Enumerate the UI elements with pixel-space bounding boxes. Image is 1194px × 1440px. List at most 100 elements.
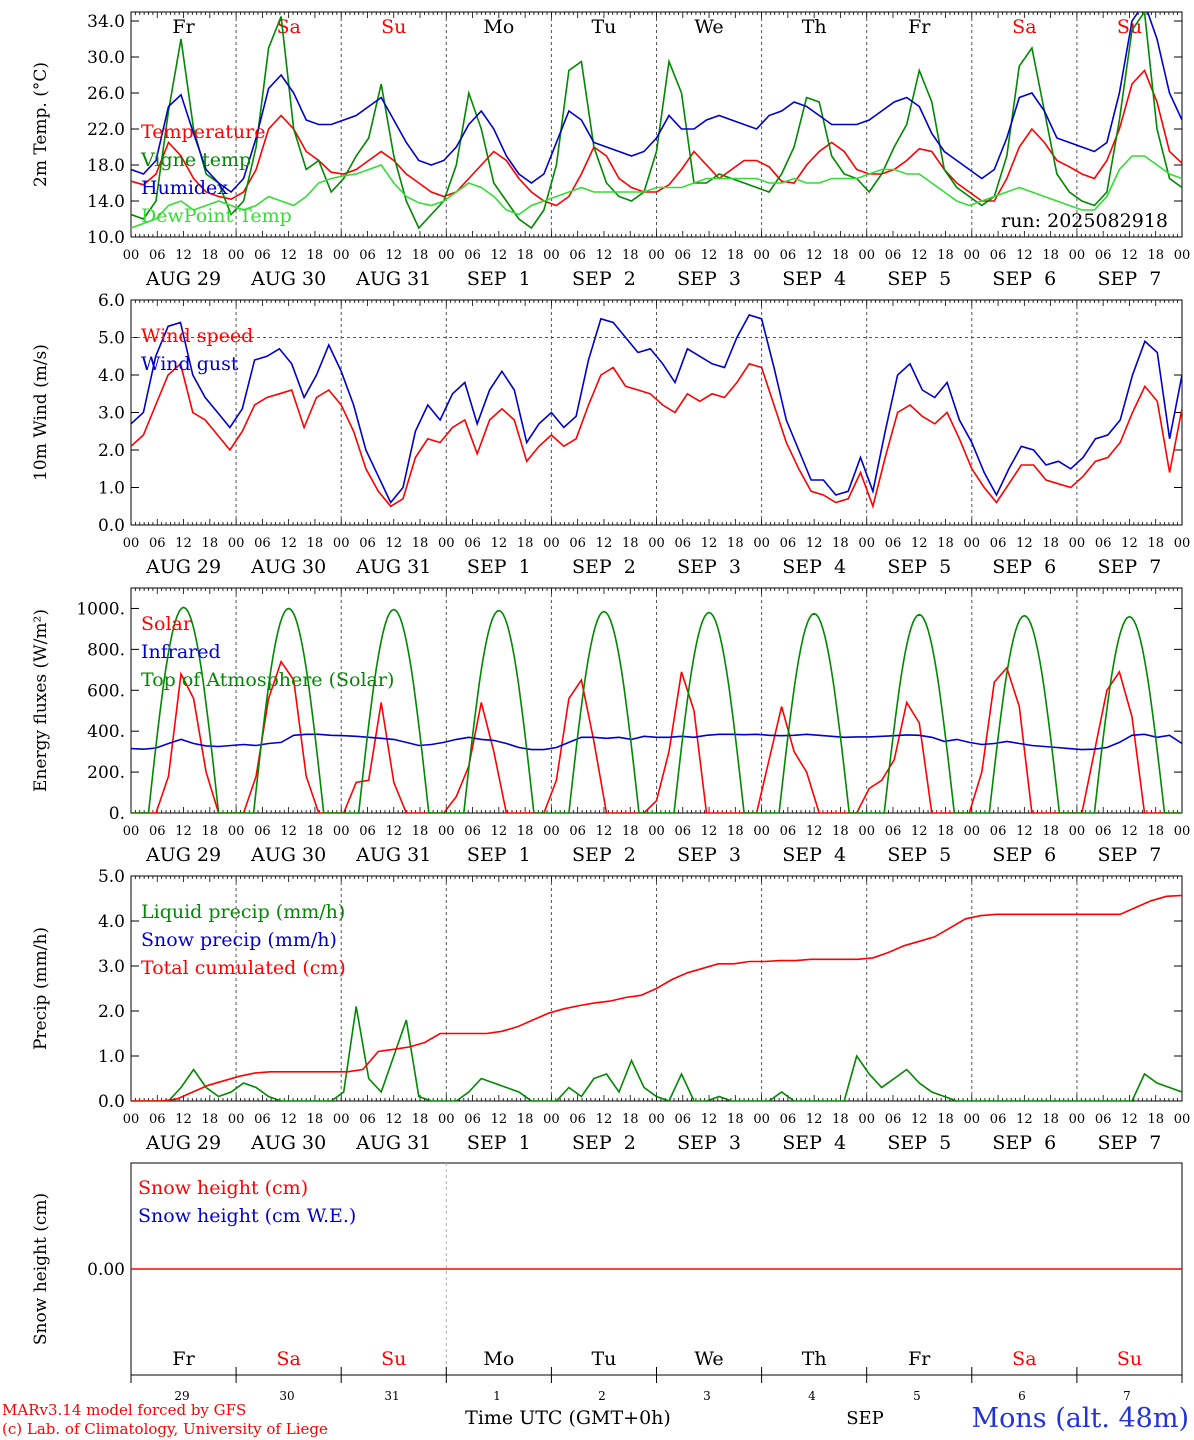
hour-label: 18: [937, 248, 954, 263]
month-label: SEP: [846, 1408, 884, 1429]
day-name: Sa: [276, 1348, 300, 1370]
hour-label: 12: [596, 536, 613, 551]
hour-label: 06: [780, 536, 797, 551]
y-tick-label: 1000.: [76, 599, 125, 619]
date-label: SEP 3: [677, 1132, 741, 1154]
hour-label: 18: [202, 248, 219, 263]
y-tick-label: 30.0: [87, 48, 125, 68]
hour-label: 06: [885, 248, 902, 263]
hour-label: 06: [675, 824, 692, 839]
hour-label: 12: [596, 248, 613, 263]
day-number: 30: [279, 1389, 294, 1403]
hour-label: 12: [806, 248, 823, 263]
hour-label: 06: [359, 824, 376, 839]
hour-label: 00: [648, 824, 665, 839]
date-label: AUG 31: [355, 268, 431, 290]
hour-label: 00: [543, 248, 560, 263]
hour-label: 06: [149, 248, 166, 263]
hour-label: 06: [149, 824, 166, 839]
hour-label: 12: [1016, 536, 1033, 551]
hour-label: 00: [1174, 536, 1191, 551]
run-label: run: 2025082918: [1001, 210, 1168, 232]
hour-label: 06: [254, 824, 271, 839]
hour-label: 00: [333, 1112, 350, 1127]
day-name: Sa: [1012, 1348, 1036, 1370]
y-tick-label: 1.0: [98, 479, 125, 499]
hour-label: 06: [1095, 536, 1112, 551]
hour-label: 06: [990, 248, 1007, 263]
hour-label: 12: [911, 248, 928, 263]
hour-label: 00: [1174, 1112, 1191, 1127]
date-label: SEP 3: [677, 268, 741, 290]
hour-label: 06: [1095, 824, 1112, 839]
hour-label: 18: [937, 1112, 954, 1127]
hour-label: 06: [885, 536, 902, 551]
hour-label: 06: [464, 536, 481, 551]
hour-label: 00: [858, 536, 875, 551]
day-name: Mo: [483, 1348, 514, 1370]
series-line: [131, 894, 1182, 1101]
hour-label: 12: [1121, 824, 1138, 839]
hour-label: 18: [832, 824, 849, 839]
hour-label: 18: [832, 248, 849, 263]
date-label: AUG 30: [250, 844, 326, 866]
hour-label: 12: [1016, 1112, 1033, 1127]
hour-label: 18: [517, 248, 534, 263]
series-line: [131, 362, 1182, 510]
day-number: 7: [1123, 1389, 1131, 1403]
credit-line-1: MARv3.14 model forced by GFS: [2, 1401, 246, 1419]
hour-label: 06: [464, 1112, 481, 1127]
hour-label: 18: [727, 1112, 744, 1127]
hour-label: 12: [280, 248, 297, 263]
date-label: SEP 5: [887, 556, 951, 578]
panel-5: 0.00 Snow height (cm) Fr Sa Su Mo Tu We Th Fr Sa Su…: [31, 1162, 1183, 1383]
hour-label: 00: [123, 824, 140, 839]
date-label: SEP 5: [887, 844, 951, 866]
hour-label: 12: [1121, 248, 1138, 263]
y-tick-label: 200.: [87, 763, 125, 783]
date-label: SEP 2: [572, 268, 636, 290]
y-axis-title: 10m Wind (m/s): [31, 344, 51, 481]
hour-label: 00: [964, 248, 981, 263]
hour-label: 06: [780, 1112, 797, 1127]
hour-label: 12: [1121, 536, 1138, 551]
hour-label: 12: [701, 1112, 718, 1127]
hour-label: 18: [517, 1112, 534, 1127]
hour-label: 18: [1147, 1112, 1164, 1127]
hour-label: 06: [569, 1112, 586, 1127]
y-tick-label: 4.0: [98, 366, 125, 386]
hour-label: 18: [1042, 824, 1059, 839]
y-tick-label: 0.0: [98, 1092, 125, 1112]
hour-label: 06: [359, 536, 376, 551]
day-name: Sa: [1012, 16, 1036, 38]
legend-entry: Snow precip (mm/h): [141, 929, 337, 951]
legend-entry: Top of Atmosphere (Solar): [141, 669, 394, 691]
date-label: SEP 2: [572, 1132, 636, 1154]
day-number: 2: [598, 1389, 606, 1403]
legend-entry: Snow height (cm): [138, 1177, 308, 1199]
hour-label: 06: [464, 248, 481, 263]
day-name: Th: [802, 16, 827, 38]
hour-label: 18: [937, 536, 954, 551]
hour-label: 00: [753, 536, 770, 551]
date-label: AUG 30: [250, 1132, 326, 1154]
panel-4: 0.0 1.0 2.0 3.0 4.0 5.0 Precip (mm/h) 00 06 12 18 A…: [31, 867, 1190, 1154]
y-axis-title: Energy fluxes (W/m²): [31, 609, 51, 792]
day-name: Fr: [172, 16, 195, 38]
day-name: Su: [1117, 16, 1142, 38]
hour-label: 12: [806, 824, 823, 839]
hour-label: 18: [412, 824, 429, 839]
hour-label: 06: [254, 248, 271, 263]
hour-label: 12: [701, 824, 718, 839]
hour-label: 18: [412, 248, 429, 263]
y-tick-label: 0.: [109, 804, 125, 824]
legend-entry: Humidex: [141, 177, 228, 199]
hour-label: 18: [307, 1112, 324, 1127]
legend-entry: Wind speed: [141, 325, 253, 347]
hour-label: 12: [911, 824, 928, 839]
hour-label: 18: [1147, 536, 1164, 551]
date-label: SEP 6: [992, 844, 1056, 866]
hour-label: 18: [307, 536, 324, 551]
date-label: SEP 2: [572, 556, 636, 578]
date-label: SEP 1: [467, 556, 531, 578]
